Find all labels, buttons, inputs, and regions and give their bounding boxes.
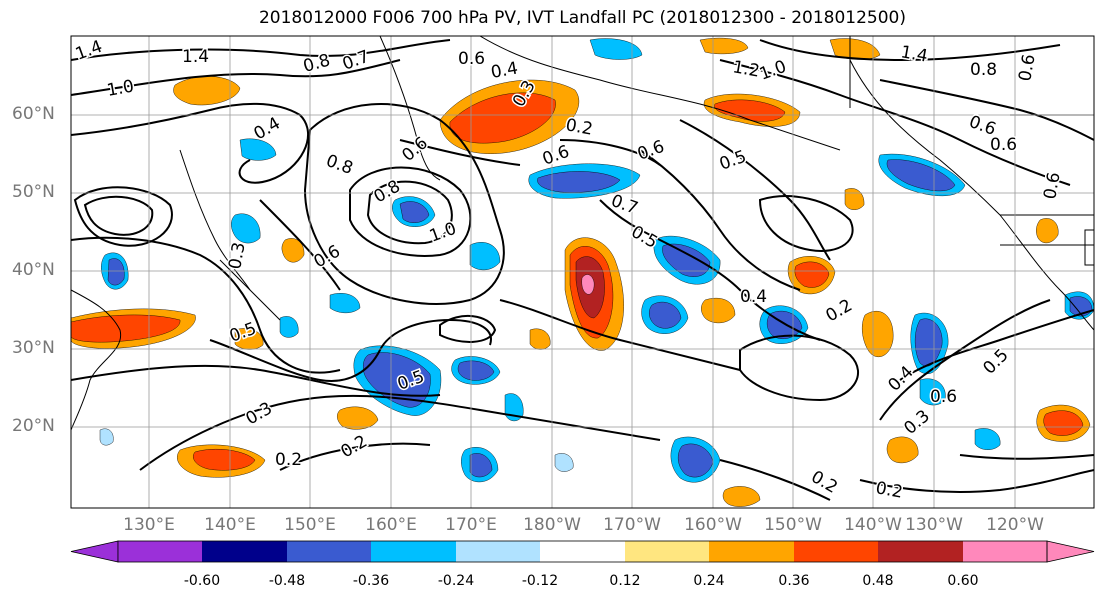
anomaly-blob: [399, 201, 430, 223]
colorbar-segment: [794, 541, 878, 562]
colorbar-tick-label: -0.48: [268, 573, 306, 589]
anomaly-blob: [701, 297, 736, 324]
contour-label: 0.4: [740, 287, 767, 307]
anomaly-blob: [794, 261, 830, 288]
anomaly-blob: [529, 328, 551, 350]
colorbar-tick-label: 0.60: [947, 573, 979, 589]
contour-label: 0.6: [1040, 171, 1064, 201]
lon-label: 140°E: [204, 515, 256, 535]
contour-label: 1.4: [182, 47, 209, 67]
anomaly-blob: [589, 38, 643, 60]
anomaly-blob: [537, 171, 621, 193]
lat-label: 60°N: [12, 104, 55, 124]
colorbar-segment: [878, 541, 963, 562]
lon-label: 140°W: [844, 515, 902, 535]
anomaly-blob: [469, 242, 501, 271]
lon-label: 160°W: [684, 515, 742, 535]
colorbar-segment: [540, 541, 625, 562]
anomaly-blob: [886, 436, 919, 464]
anomaly-blob: [107, 258, 125, 286]
colorbar-outline: [117, 540, 1048, 563]
contour-label: 0.2: [275, 450, 302, 470]
colorbar-tick-label: 0.36: [778, 573, 810, 589]
lon-label: 150°W: [764, 515, 822, 535]
anomaly-blob: [974, 428, 1001, 450]
page-title: 2018012000 F006 700 hPa PV, IVT Landfall…: [258, 8, 906, 28]
lon-label: 170°W: [603, 515, 661, 535]
colorbar-segment: [625, 541, 709, 562]
lat-label: 50°N: [12, 182, 55, 202]
colorbar-segment: [456, 541, 540, 562]
lon-label: 170°E: [445, 515, 497, 535]
anomaly-blob: [279, 316, 299, 338]
colorbar-tick-label: -0.24: [437, 573, 475, 589]
colorbar-tick-label: -0.60: [183, 573, 221, 589]
anomaly-blob: [722, 486, 761, 507]
anomaly-blob: [649, 301, 682, 329]
colorbar-segment: [1046, 540, 1095, 563]
anomaly-blob: [662, 243, 711, 277]
colorbar-segment: [70, 540, 119, 563]
colorbar-tick-label: 0.24: [693, 573, 725, 589]
lon-label: 150°E: [284, 515, 336, 535]
lat-label: 40°N: [12, 260, 55, 280]
anomaly-blob: [193, 448, 256, 471]
contour-label: 1.4: [899, 42, 929, 66]
anomaly-blob: [71, 314, 181, 343]
anomaly-blob: [234, 328, 264, 350]
colorbar-segment: [202, 541, 287, 562]
anomaly-blob: [469, 453, 493, 478]
colorbar-tick-label: 0.12: [609, 573, 641, 589]
anomaly-blob: [337, 406, 379, 430]
anomaly-blob: [581, 274, 595, 295]
lon-label: 130°W: [905, 515, 963, 535]
colorbar-tick-label: 0.48: [862, 573, 894, 589]
colorbar-segment: [118, 541, 202, 562]
map-frame: [70, 35, 1095, 509]
anomaly-blob: [363, 352, 431, 408]
colorbar-segment: [963, 541, 1047, 562]
colorbar-segment: [287, 541, 371, 562]
contour-label: 0.6: [990, 135, 1017, 155]
anomaly-blob: [457, 360, 495, 381]
contour-label: 0.6: [458, 49, 485, 69]
lon-label: 120°W: [986, 515, 1044, 535]
anomaly-blob: [239, 138, 277, 161]
anomaly-blob: [329, 293, 361, 314]
anomaly-blob: [1043, 410, 1084, 436]
anomaly-blob: [231, 213, 261, 244]
anomaly-blob: [844, 188, 865, 210]
colorbar-segment: [371, 541, 456, 562]
anomaly-blob: [861, 310, 894, 358]
anomaly-blob: [714, 99, 786, 122]
colorbar: [70, 540, 1095, 563]
anomaly-blob: [678, 443, 714, 478]
anomaly-blob: [554, 453, 574, 472]
gridlines: [71, 36, 1094, 508]
lat-label: 30°N: [12, 338, 55, 358]
anomaly-blob: [886, 159, 956, 192]
shaded-anomalies: [71, 37, 1094, 507]
anomaly-blob: [919, 378, 946, 406]
anomaly-blob: [449, 92, 556, 144]
contour-label: 0.6: [930, 387, 957, 407]
anomaly-blob: [99, 428, 114, 446]
contour-label: 0.8: [970, 60, 997, 80]
colorbar-segment: [709, 541, 794, 562]
lon-label: 180°W: [523, 515, 581, 535]
colorbar-tick-label: -0.12: [521, 573, 559, 589]
anomaly-blob: [699, 37, 749, 55]
lon-label: 160°E: [365, 515, 417, 535]
lat-label: 20°N: [12, 416, 55, 436]
colorbar-tick-label: -0.36: [352, 573, 390, 589]
lon-label: 130°E: [123, 515, 175, 535]
anomaly-blob: [1036, 218, 1059, 244]
